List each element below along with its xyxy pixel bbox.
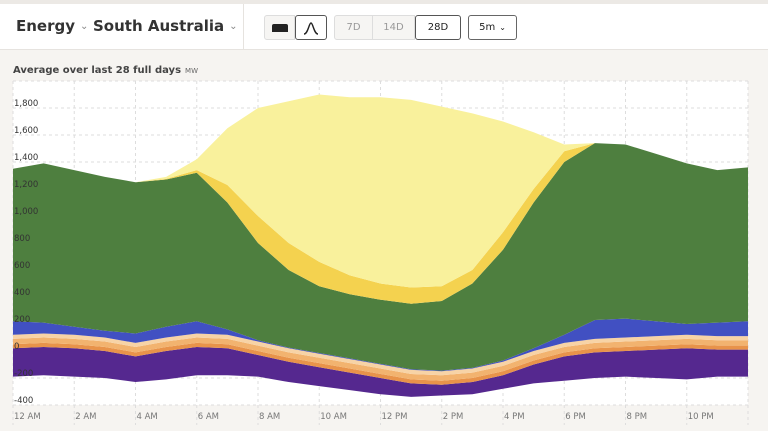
profile-curve-icon bbox=[303, 21, 319, 35]
interval-selector[interactable]: 5m ⌄ bbox=[468, 15, 517, 40]
area-series-1 bbox=[13, 342, 748, 385]
region-selector[interactable]: South Australia ⌄ bbox=[93, 17, 238, 35]
y-tick-label: -200 bbox=[14, 369, 33, 379]
range-28d-button[interactable]: 28D bbox=[415, 15, 461, 40]
metric-label: Energy bbox=[16, 17, 76, 35]
stacked-area-view-button[interactable] bbox=[264, 15, 295, 40]
region-label: South Australia bbox=[93, 17, 225, 35]
x-tick-label: 2 AM bbox=[75, 412, 96, 422]
toolbar: Energy ⌄ South Australia ⌄ 7D 14D 28D 5m ⌄ bbox=[0, 4, 768, 50]
y-tick-label: 1,400 bbox=[14, 153, 38, 163]
interval-label: 5m bbox=[479, 22, 496, 33]
area-series-5 bbox=[13, 143, 748, 371]
profile-view-button[interactable] bbox=[295, 15, 327, 40]
area-series-2 bbox=[13, 337, 748, 381]
x-tick-label: 8 PM bbox=[627, 412, 648, 422]
range-14d-button[interactable]: 14D bbox=[373, 15, 415, 40]
y-tick-label: 1,000 bbox=[14, 207, 38, 217]
x-tick-label: 10 AM bbox=[320, 412, 347, 422]
range-label: 28D bbox=[427, 22, 449, 33]
x-tick-label: 12 AM bbox=[14, 412, 41, 422]
y-tick-label: 1,800 bbox=[14, 99, 38, 109]
stacked-area-icon bbox=[271, 23, 288, 32]
chart-title: Average over last 28 full days MW bbox=[13, 65, 198, 76]
chevron-down-icon: ⌄ bbox=[499, 23, 506, 32]
range-label: 7D bbox=[346, 22, 361, 33]
metric-selector[interactable]: Energy ⌄ bbox=[16, 17, 88, 35]
range-label: 14D bbox=[383, 22, 404, 33]
chart-title-text: Average over last 28 full days bbox=[13, 65, 182, 76]
y-tick-label: -400 bbox=[14, 396, 33, 406]
area-series-4 bbox=[13, 318, 748, 372]
x-tick-label: 12 PM bbox=[382, 412, 408, 422]
y-tick-label: 400 bbox=[14, 288, 30, 298]
range-7d-button[interactable]: 7D bbox=[334, 15, 373, 40]
x-tick-label: 6 AM bbox=[198, 412, 219, 422]
chevron-down-icon: ⌄ bbox=[80, 20, 89, 32]
x-tick-label: 6 PM bbox=[565, 412, 586, 422]
unit-label: MW bbox=[185, 67, 199, 75]
y-tick-label: 1,200 bbox=[14, 180, 38, 190]
y-tick-label: 0 bbox=[14, 342, 19, 352]
area-series-7 bbox=[13, 94, 748, 288]
x-tick-label: 8 AM bbox=[259, 412, 280, 422]
x-tick-label: 4 AM bbox=[137, 412, 158, 422]
x-tick-label: 4 PM bbox=[504, 412, 525, 422]
y-tick-label: 800 bbox=[14, 234, 30, 244]
y-tick-label: 1,600 bbox=[14, 126, 38, 136]
x-tick-label: 2 PM bbox=[443, 412, 464, 422]
top-border bbox=[0, 0, 768, 4]
x-tick-label: 10 PM bbox=[688, 412, 714, 422]
y-tick-label: 200 bbox=[14, 315, 30, 325]
area-series-0 bbox=[13, 346, 748, 397]
chevron-down-icon: ⌄ bbox=[229, 20, 238, 32]
divider bbox=[243, 4, 244, 50]
y-tick-label: 600 bbox=[14, 261, 30, 271]
area-series-3 bbox=[13, 333, 748, 376]
